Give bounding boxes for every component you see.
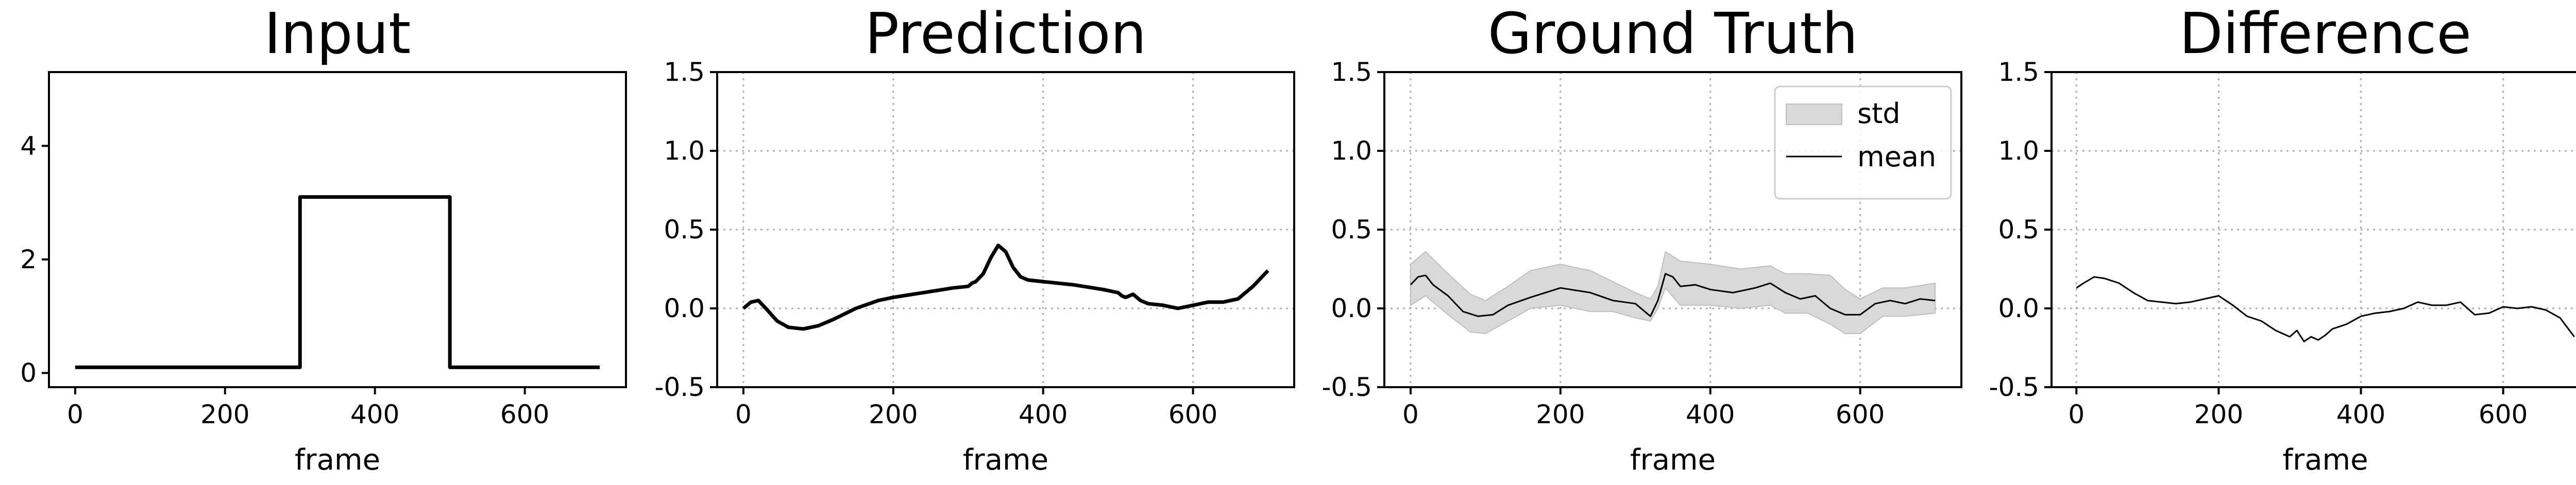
y-tick-label: 0.5 (1331, 215, 1372, 245)
std-band (1410, 251, 1936, 335)
y-tick-label: 1.0 (1998, 136, 2039, 166)
plot-area (75, 195, 600, 369)
chart-title: Input (264, 1, 411, 66)
series-line (2076, 276, 2575, 342)
legend-label-std: std (1857, 97, 1901, 130)
x-axis-label: frame (295, 443, 380, 477)
legend-swatch-std (1786, 103, 1842, 125)
plot-area (1410, 251, 1936, 335)
y-tick-label: 0.5 (664, 215, 705, 245)
x-tick-label: 400 (1019, 400, 1067, 429)
x-tick-label: 400 (350, 400, 399, 429)
x-tick-label: 600 (500, 400, 549, 429)
chart-title: Difference (2179, 1, 2471, 66)
chart-panel-1: 0 200 400 600 0 2 4 Input frame (20, 1, 627, 477)
y-tick-label: 0 (20, 358, 37, 388)
y-tick-label: -0.5 (1989, 372, 2039, 402)
axes-frame (48, 71, 627, 388)
x-tick-label: 0 (1402, 400, 1419, 429)
y-tick-label: 0.0 (1998, 293, 2039, 323)
plot-area (742, 244, 1269, 331)
x-tick-label: 0 (735, 400, 752, 429)
y-tick-label: 0.0 (1331, 293, 1372, 323)
x-axis-label: frame (1630, 443, 1716, 477)
x-tick-label: 400 (1686, 400, 1735, 429)
y-tick-label: 1.5 (1331, 57, 1372, 87)
y-tick-label: 0.0 (664, 293, 705, 323)
series-line (742, 244, 1269, 331)
x-tick-label: 600 (1836, 400, 1885, 429)
x-tick-label: 200 (1536, 400, 1585, 429)
chart-panel-4: 0 200 400 600 -0.5 0.0 0.5 1.0 1.5 Difference fram… (1989, 1, 2576, 477)
x-tick-label: 600 (2479, 400, 2528, 429)
x-tick-label: 0 (67, 400, 83, 429)
y-tick-label: -0.5 (654, 372, 705, 402)
plot-area (2076, 276, 2575, 342)
chart-panel-3: 0 200 400 600 -0.5 0.0 0.5 1.0 1.5 Ground Truth fr… (1321, 1, 1962, 477)
x-axis-label: frame (2282, 443, 2368, 477)
x-tick-label: 400 (2336, 400, 2385, 429)
y-tick-label: 0.5 (1998, 215, 2039, 245)
y-tick-label: 4 (20, 131, 37, 161)
y-tick-label: 1.5 (664, 57, 705, 87)
chart-title: Ground Truth (1488, 1, 1858, 66)
y-tick-label: 1.5 (1998, 57, 2039, 87)
x-tick-label: 0 (2068, 400, 2084, 429)
y-tick-label: 2 (20, 245, 37, 274)
x-tick-label: 600 (1168, 400, 1217, 429)
mean-line (1410, 273, 1936, 317)
legend-label-mean: mean (1857, 141, 1936, 173)
y-tick-label: 1.0 (664, 136, 705, 166)
y-tick-label: 1.0 (1331, 136, 1372, 166)
y-tick-label: -0.5 (1321, 372, 1372, 402)
x-axis-label: frame (963, 443, 1048, 477)
x-tick-label: 200 (200, 400, 249, 429)
series-line (75, 195, 600, 369)
x-tick-label: 200 (869, 400, 918, 429)
chart-panel-2: 0 200 400 600 -0.5 0.0 0.5 1.0 1.5 Prediction fram… (654, 1, 1295, 477)
chart-title: Prediction (865, 1, 1146, 66)
legend: std mean (1774, 85, 1952, 200)
x-tick-label: 200 (2194, 400, 2243, 429)
